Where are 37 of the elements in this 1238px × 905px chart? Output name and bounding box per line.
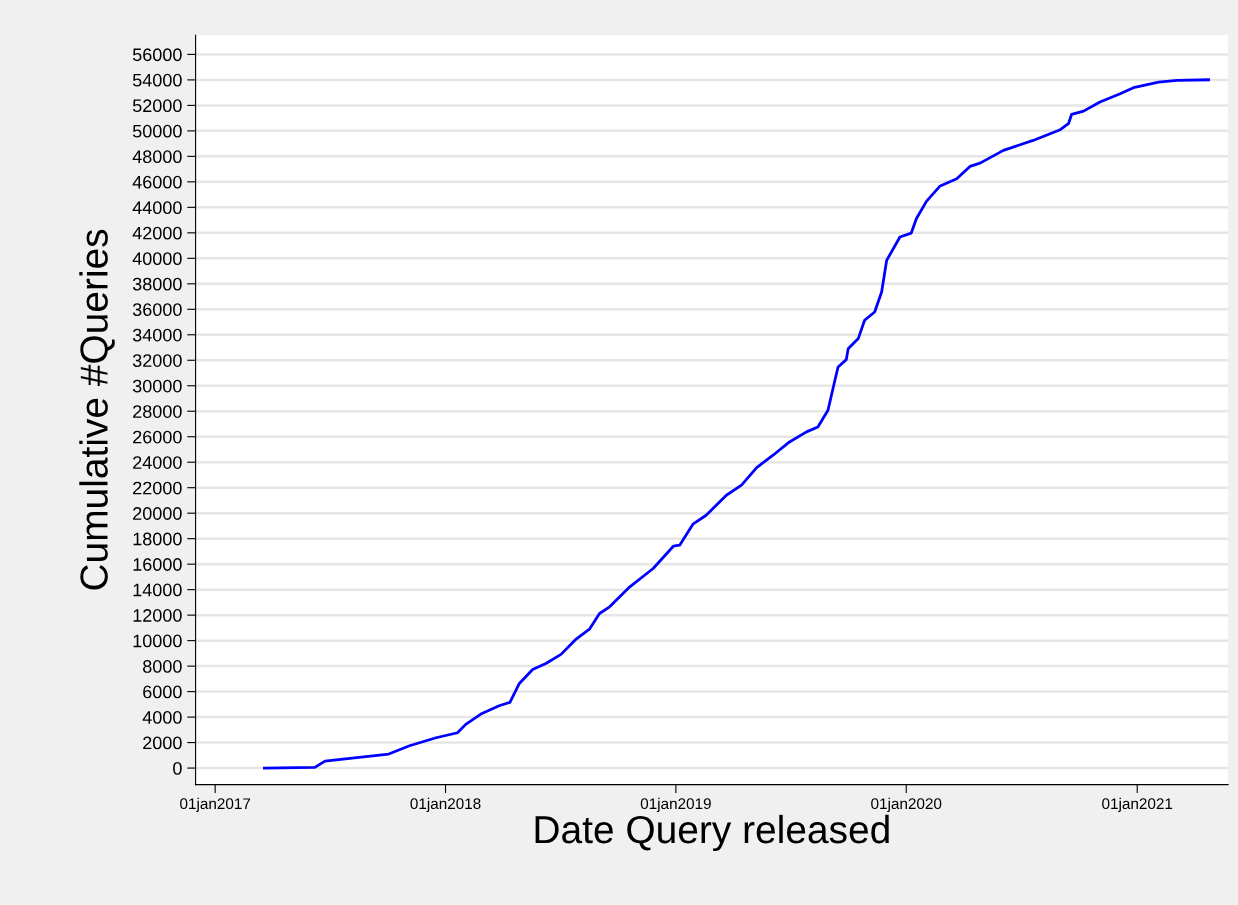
y-tick-label: 8000 xyxy=(143,660,182,673)
y-tick-label: 20000 xyxy=(133,507,182,520)
y-tick-label: 48000 xyxy=(132,150,182,164)
y-tick-label: 14000 xyxy=(133,583,182,597)
y-tick-label: 36000 xyxy=(132,303,182,317)
y-tick-label: 42000 xyxy=(132,226,182,240)
y-tick-label: 44000 xyxy=(132,201,182,215)
x-axis-title: Date Query released xyxy=(535,814,889,852)
y-axis-title: Cumulative #Queries xyxy=(79,229,115,590)
y-tick-label: 0 xyxy=(173,762,182,775)
y-tick-label: 18000 xyxy=(133,532,182,546)
y-tick-label: 50000 xyxy=(132,124,182,138)
y-tick-label: 22000 xyxy=(133,481,182,495)
y-tick-label: 16000 xyxy=(133,558,182,571)
y-tick-label: 32000 xyxy=(132,354,182,367)
y-tick-label: 10000 xyxy=(133,634,182,648)
y-tick-label: 34000 xyxy=(132,328,182,342)
x-tick-label: 01jan2021 xyxy=(1102,797,1173,813)
line-series xyxy=(263,78,1210,770)
y-tick-label: 12000 xyxy=(133,609,182,622)
y-tick-label: 46000 xyxy=(132,175,182,189)
y-tick-label: 6000 xyxy=(143,685,182,699)
y-tick-label: 40000 xyxy=(132,252,182,266)
y-tick-label: 2000 xyxy=(143,736,182,750)
y-tick-label: 26000 xyxy=(133,430,182,444)
x-tick-label: 01jan2017 xyxy=(180,797,251,813)
y-tick-label: 52000 xyxy=(132,99,182,113)
y-tick-label: 38000 xyxy=(132,277,182,291)
y-tick-label: 4000 xyxy=(142,711,182,724)
y-tick-label: 54000 xyxy=(132,73,182,87)
x-tick-label: 01jan2019 xyxy=(640,797,711,813)
y-tick-label: 30000 xyxy=(132,379,182,393)
y-tick-label: 28000 xyxy=(133,405,182,418)
x-tick-label: 01jan2018 xyxy=(410,797,481,813)
y-tick-label: 24000 xyxy=(133,456,182,469)
x-tick-label: 01jan2020 xyxy=(871,797,942,813)
y-tick-label: 56000 xyxy=(132,48,182,62)
